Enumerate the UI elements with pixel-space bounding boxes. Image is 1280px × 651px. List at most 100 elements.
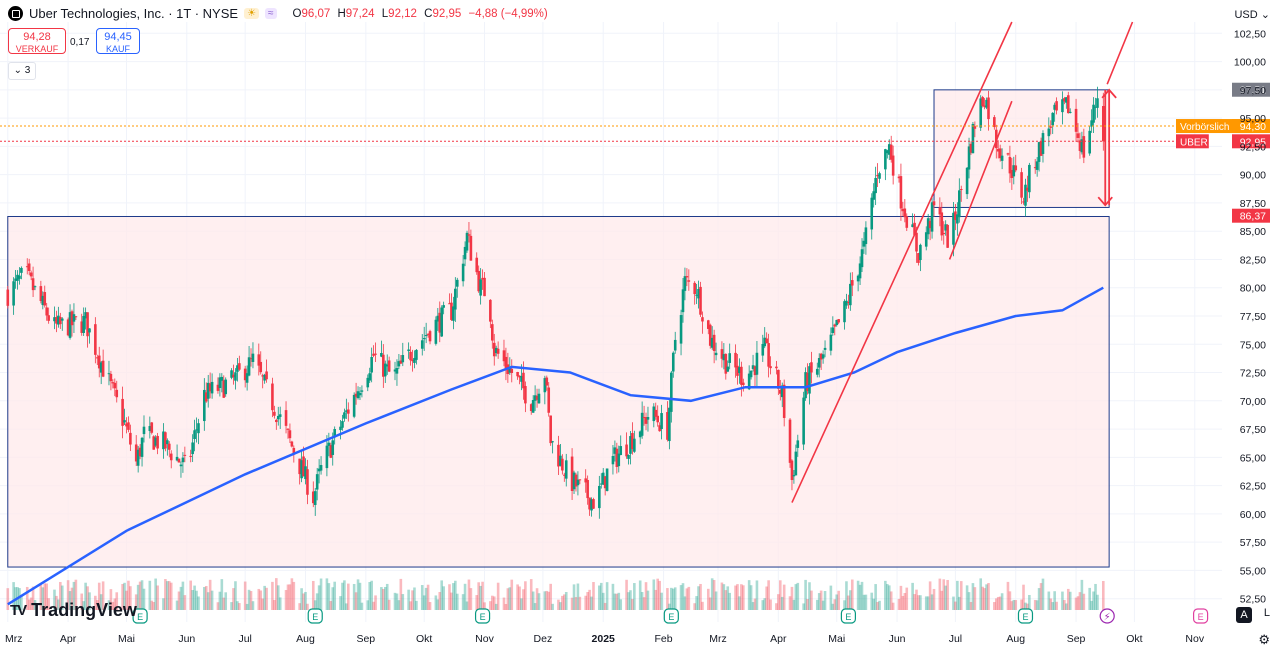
candle-body bbox=[815, 368, 819, 375]
volume-bar bbox=[559, 602, 562, 610]
indicators-toggle[interactable]: ⌄ 3 bbox=[8, 62, 36, 80]
candle-body bbox=[491, 324, 494, 341]
earnings-icon bbox=[307, 608, 323, 624]
volume-bar bbox=[66, 580, 70, 610]
candle-body bbox=[891, 155, 895, 176]
time-axis[interactable]: Mrz Apr Mai Jun Jul Aug Sep Okt Nov Dez 2025 Feb Mrz… bbox=[5, 633, 1205, 645]
volume-bar bbox=[584, 595, 588, 610]
candle-body bbox=[166, 440, 169, 445]
candle-body bbox=[942, 232, 946, 235]
volume-bar bbox=[633, 583, 636, 610]
volume-bar bbox=[1039, 583, 1043, 610]
sun-icon: ☀ bbox=[244, 8, 260, 19]
candle-body bbox=[313, 491, 317, 505]
volume-bar bbox=[1094, 583, 1097, 610]
candle-body bbox=[1035, 161, 1039, 170]
volume-bar bbox=[1053, 591, 1056, 610]
earnings-icon-label: E bbox=[668, 612, 674, 622]
buy-button[interactable]: 94,45 KAUF bbox=[96, 28, 140, 54]
volume-bar bbox=[778, 580, 782, 610]
volume-bar bbox=[794, 584, 798, 610]
candle-body bbox=[397, 361, 401, 367]
ohlc-values: O96,07 H97,24 L92,12 C92,95 −4,88 (−4,99… bbox=[292, 7, 548, 20]
volume-bar bbox=[1035, 600, 1039, 610]
volume-bar bbox=[288, 584, 292, 610]
candle-body bbox=[304, 466, 307, 480]
candle-body bbox=[884, 149, 887, 170]
volume-bar bbox=[383, 586, 387, 610]
volume-bar bbox=[123, 582, 126, 610]
candle-body bbox=[84, 312, 87, 319]
volume-bar bbox=[222, 597, 226, 610]
volume-bar bbox=[27, 599, 31, 610]
candle-body bbox=[638, 431, 642, 438]
volume-bar bbox=[232, 588, 235, 610]
candle-body bbox=[494, 347, 498, 353]
candle-body bbox=[94, 324, 97, 355]
candle-body bbox=[1092, 104, 1095, 123]
candle-body bbox=[162, 431, 165, 450]
tradingview-logo-icon: TV bbox=[10, 602, 27, 619]
volume-bar bbox=[590, 596, 593, 610]
tradingview-watermark[interactable]: TV TradingView bbox=[10, 600, 137, 621]
candle-body bbox=[440, 307, 444, 337]
volume-bar bbox=[496, 582, 500, 610]
x-tick-label: Dez bbox=[534, 633, 553, 645]
candle-body bbox=[113, 382, 117, 389]
candle-body bbox=[206, 382, 210, 399]
volume-bar bbox=[313, 600, 317, 610]
volume-bar bbox=[887, 585, 891, 610]
volume-bar bbox=[452, 583, 455, 610]
price-line-tag bbox=[1176, 134, 1209, 149]
candle-body bbox=[140, 437, 144, 457]
volume-bar bbox=[529, 579, 533, 610]
candle-body bbox=[243, 368, 247, 381]
candle-body bbox=[27, 263, 31, 271]
price-axis[interactable]: 52,50 55,00 57,50 60,00 62,50 65,00 67,50 70,00… bbox=[1234, 28, 1266, 605]
candle-body bbox=[442, 305, 445, 308]
volume-bar bbox=[1061, 591, 1064, 610]
symbol-title[interactable]: Uber Technologies, Inc. · 1T · NYSE bbox=[29, 6, 239, 21]
volume-bar bbox=[193, 585, 196, 610]
candle-body bbox=[395, 368, 399, 374]
candle-body bbox=[311, 491, 315, 504]
candle-body bbox=[142, 426, 146, 435]
candle-body bbox=[247, 357, 251, 376]
volume-bar bbox=[230, 602, 233, 610]
candle-body bbox=[60, 318, 64, 321]
volume-bar bbox=[917, 595, 920, 610]
x-tick-label: 2025 bbox=[592, 633, 616, 645]
volume-bar bbox=[68, 591, 72, 610]
volume-bar bbox=[878, 600, 881, 610]
currency-select[interactable]: USD ⌄ bbox=[1230, 6, 1274, 23]
candle-body bbox=[18, 275, 21, 279]
y-tick-label: 70,00 bbox=[1240, 396, 1266, 408]
candle-body bbox=[169, 453, 173, 461]
volume-bar bbox=[617, 592, 621, 610]
auto-scale-button[interactable]: A bbox=[1236, 607, 1252, 623]
candle-body bbox=[849, 283, 852, 306]
event-markers[interactable]: E E E E E E E ⚡ bbox=[132, 608, 1209, 624]
volume-bar bbox=[197, 596, 200, 610]
volume-bar bbox=[734, 585, 737, 610]
volume-bar bbox=[238, 603, 241, 610]
candle-body bbox=[545, 377, 549, 386]
volume-bar bbox=[86, 586, 89, 610]
symbol-legend[interactable]: Uber Technologies, Inc. · 1T · NYSE ☀ ≈ … bbox=[8, 6, 552, 21]
volume-bar bbox=[1096, 594, 1099, 610]
volume-bar bbox=[121, 583, 124, 610]
gear-icon[interactable]: ⚙ bbox=[1258, 632, 1270, 647]
sell-button[interactable]: 94,28 VERKAUF bbox=[8, 28, 66, 54]
volume-bar bbox=[175, 600, 179, 610]
volume-bar bbox=[33, 600, 37, 610]
log-scale-button[interactable]: L bbox=[1263, 607, 1270, 619]
y-tick-label: 75,00 bbox=[1240, 339, 1266, 351]
volume-bar bbox=[889, 591, 893, 610]
volume-bar bbox=[1012, 599, 1016, 610]
volume-bar bbox=[341, 582, 344, 610]
volume-bar bbox=[638, 580, 642, 610]
candle-body bbox=[561, 458, 564, 471]
volume-bar bbox=[670, 587, 673, 610]
volume-bar bbox=[557, 599, 560, 610]
